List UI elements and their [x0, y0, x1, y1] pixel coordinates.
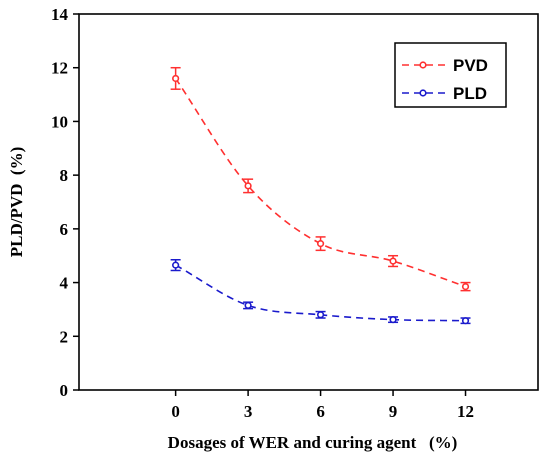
- data-point-pld: [244, 301, 252, 310]
- plot-frame: [78, 13, 539, 391]
- y-tick-label: 12: [51, 59, 68, 78]
- y-tick-label: 6: [60, 220, 69, 239]
- series-line-pvd: [174, 78, 466, 288]
- data-point-pvd: [244, 182, 252, 190]
- data-point-pvd: [389, 257, 397, 265]
- y-tick-label: 8: [60, 166, 69, 185]
- data-point-pvd: [316, 240, 325, 248]
- data-point-pld: [316, 311, 325, 319]
- data-point-pvd: [461, 283, 470, 291]
- x-axis-title: Dosages of WER and curing agent (%): [168, 433, 458, 452]
- y-tick-label: 2: [60, 327, 69, 346]
- x-tick-label: 0: [171, 402, 180, 421]
- legend-box: [394, 42, 507, 108]
- x-tick-label: 3: [244, 402, 253, 421]
- legend-label-pvd: PVD: [453, 56, 488, 75]
- legend-label-pld: PLD: [453, 84, 487, 103]
- data-point-pld: [461, 317, 470, 325]
- legend-marker-pld: [419, 89, 427, 97]
- legend-marker-pvd: [419, 61, 427, 69]
- data-point-pld: [172, 261, 180, 269]
- y-tick-label: 0: [60, 381, 69, 400]
- x-tick-label: 12: [457, 402, 474, 421]
- y-tick-label: 4: [60, 274, 69, 293]
- y-tick-label: 10: [51, 112, 68, 131]
- y-axis-title: PLD/PVD (%): [7, 147, 26, 257]
- x-tick-label: 9: [389, 402, 398, 421]
- data-point-pld: [389, 316, 397, 324]
- y-tick-label: 14: [51, 5, 69, 24]
- data-point-pvd: [172, 74, 180, 83]
- x-tick-label: 6: [316, 402, 325, 421]
